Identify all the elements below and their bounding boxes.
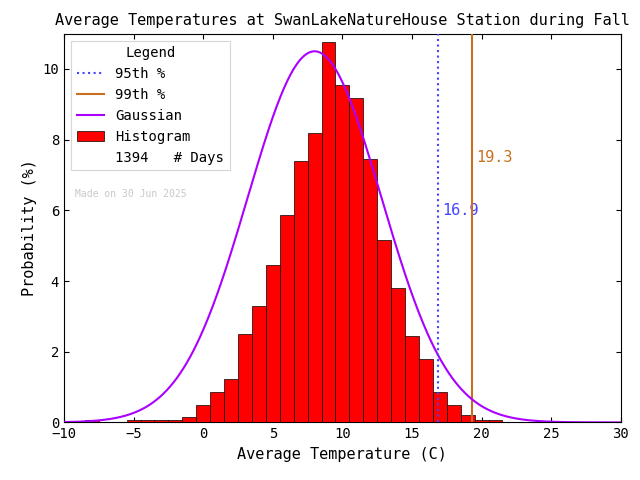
Bar <box>196 405 210 422</box>
X-axis label: Average Temperature (C): Average Temperature (C) <box>237 447 447 462</box>
Bar <box>238 334 252 422</box>
Bar <box>433 392 447 422</box>
Bar <box>154 420 168 422</box>
Bar <box>475 420 488 422</box>
Bar <box>377 240 391 422</box>
Title: Average Temperatures at SwanLakeNatureHouse Station during Fall: Average Temperatures at SwanLakeNatureHo… <box>55 13 630 28</box>
Bar <box>364 159 377 422</box>
Legend: 95th %, 99th %, Gaussian, Histogram, 1394   # Days: 95th %, 99th %, Gaussian, Histogram, 139… <box>71 40 230 170</box>
Bar <box>294 161 308 422</box>
Bar <box>85 420 99 422</box>
Bar <box>168 420 182 422</box>
Y-axis label: Probability (%): Probability (%) <box>22 159 37 297</box>
Bar <box>461 415 475 422</box>
Bar <box>349 98 364 422</box>
Bar <box>321 42 335 422</box>
Bar <box>127 420 141 422</box>
Bar <box>419 359 433 422</box>
Bar <box>224 379 238 422</box>
Bar <box>391 288 405 422</box>
Bar <box>266 265 280 422</box>
Bar <box>405 336 419 422</box>
Bar <box>182 418 196 422</box>
Bar <box>447 405 461 422</box>
Bar <box>210 392 224 422</box>
Bar <box>308 133 321 422</box>
Text: 16.9: 16.9 <box>443 203 479 218</box>
Bar <box>252 306 266 422</box>
Bar <box>335 85 349 422</box>
Text: Made on 30 Jun 2025: Made on 30 Jun 2025 <box>75 189 187 199</box>
Bar <box>141 420 154 422</box>
Text: 19.3: 19.3 <box>476 150 513 165</box>
Bar <box>280 215 294 422</box>
Bar <box>488 420 502 422</box>
